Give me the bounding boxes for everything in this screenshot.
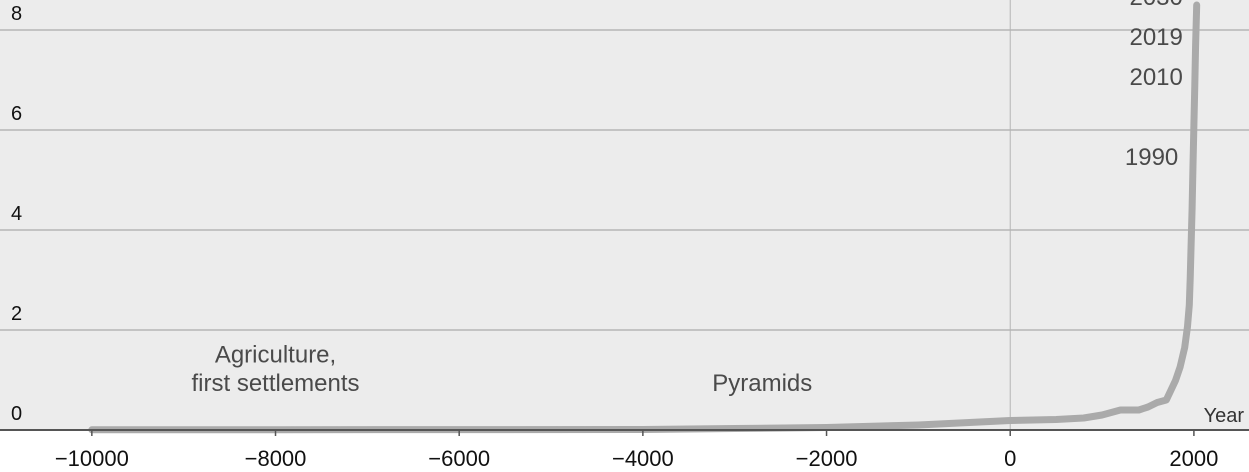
x-tick-label: −4000 [612,446,674,471]
year-annotation: 2010 [1129,64,1182,91]
x-tick-label: −6000 [428,446,490,471]
year-annotation: 1990 [1125,144,1178,171]
year-annotation: 2019 [1129,24,1182,51]
plot-background [0,0,1249,430]
event-annotation: first settlements [191,370,359,397]
y-tick-label: 8 [11,3,22,25]
event-annotation: Agriculture, [215,342,336,369]
y-tick-label: 0 [11,403,22,425]
series-layer [88,1,1201,434]
y-tick-label: 4 [11,203,22,225]
y-tick-label: 6 [11,103,22,125]
x-tick-label: −10000 [55,446,129,471]
grid [0,29,1249,331]
annotations: Agriculture,first settlements Pyramids 203… [191,0,1182,397]
x-tick-label: −2000 [796,446,858,471]
x-tick-label: 0 [1004,446,1016,471]
event-annotation: Pyramids [712,370,812,397]
y-tick-label: 2 [11,303,22,325]
y-axis: 0 2 4 6 8 [11,3,22,425]
x-axis-title: Year [1204,405,1245,427]
year-annotation: 2030 [1129,0,1182,11]
x-tick-label: 2000 [1169,446,1218,471]
x-axis: −10000 −8000 −6000 −4000 −2000 0 2000 [0,429,1249,471]
x-tick-label: −8000 [245,446,307,471]
population-line [88,1,1201,434]
